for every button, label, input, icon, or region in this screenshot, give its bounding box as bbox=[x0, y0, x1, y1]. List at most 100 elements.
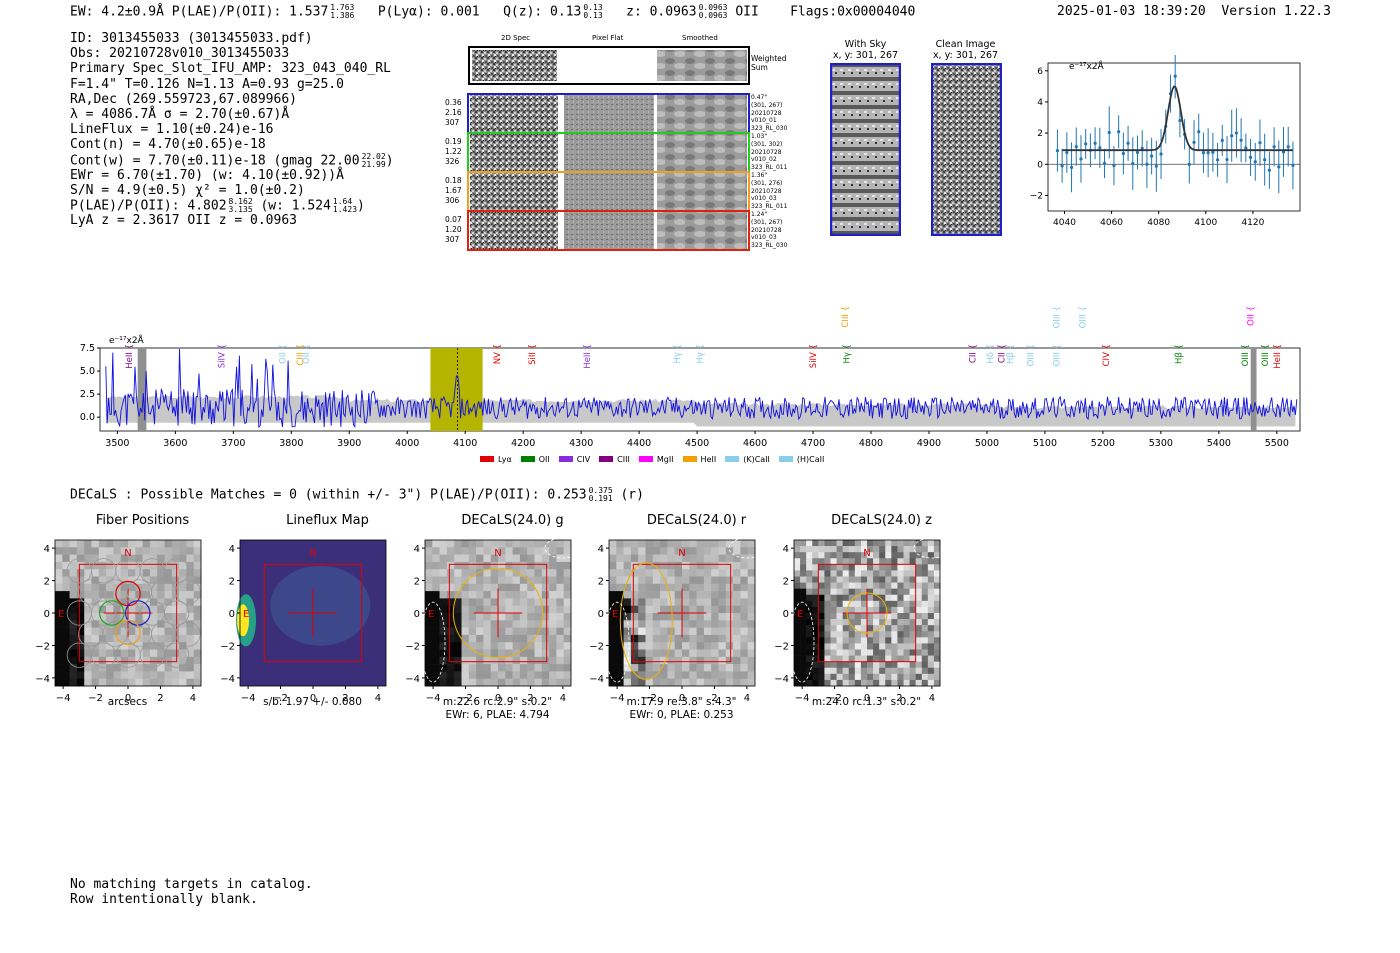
panel-ytick-label: 4 bbox=[229, 544, 235, 555]
cutout-row-right-label: 1.24" (301, 267) 20210728 v010_03 323_RL_030 bbox=[751, 211, 787, 250]
cutout-left-value: 2.16 bbox=[445, 108, 462, 118]
zoom-point bbox=[1244, 146, 1247, 149]
zoom-point bbox=[1061, 164, 1064, 167]
spectrum-ytick-label: 7.5 bbox=[80, 343, 95, 354]
spectrum-xtick-label: 3500 bbox=[105, 438, 129, 449]
legend-item: (H)CaII bbox=[779, 455, 824, 464]
spectrum-ytick-label: 0.0 bbox=[80, 412, 95, 423]
spectrum-xtick-label: 3700 bbox=[221, 438, 245, 449]
spectrum-xtick-label: 4000 bbox=[395, 438, 419, 449]
zoom-point bbox=[1207, 151, 1210, 154]
legend-label: HeII bbox=[701, 455, 717, 464]
cutout-row-left-label: 0.36 2.16 307 bbox=[445, 98, 462, 128]
spectrum-xtick-label: 3900 bbox=[337, 438, 361, 449]
image-panel: DECaLS(24.0) r N E 4 2 0 −2 −4 −4 −2 0 2 4 m:17.9 re:… bbox=[584, 512, 769, 727]
zoom-point bbox=[1240, 139, 1243, 142]
zoom-point bbox=[1108, 131, 1111, 134]
cutout-right-value: (301, 267) bbox=[751, 219, 787, 227]
panel-title: DECaLS(24.0) r bbox=[604, 513, 789, 528]
spectrum-xtick-label: 5100 bbox=[1033, 438, 1057, 449]
cutout-row bbox=[468, 133, 749, 172]
zoom-point bbox=[1235, 131, 1238, 134]
cutout-left-value: 307 bbox=[445, 235, 462, 245]
spectrum-legend: Lyα OII CIV CIII MgII HeII (K)CaII (H)CaII bbox=[480, 447, 833, 466]
header-datetime: 2025-01-03 18:39:20 bbox=[1057, 4, 1206, 19]
panel-title: DECaLS(24.0) z bbox=[789, 513, 974, 528]
header-z-range: 0.0963 0.0963 bbox=[699, 4, 728, 20]
header-z: z: 0.0963 bbox=[626, 5, 696, 20]
cutout-right-value: (301, 276) bbox=[751, 180, 787, 188]
zoom-point bbox=[1287, 145, 1290, 148]
panel-east-label: E bbox=[243, 609, 249, 620]
spectrum-xtick-label: 5300 bbox=[1149, 438, 1173, 449]
zoom-point bbox=[1155, 165, 1158, 168]
panel-caption: m:24.0 rc:1.3" s:0.2" bbox=[784, 696, 949, 708]
legend-label: CIII bbox=[617, 455, 630, 464]
panel-ytick-label: 0 bbox=[44, 609, 50, 620]
cutout-left-value: 0.19 bbox=[445, 137, 462, 147]
panel-north-label: N bbox=[309, 548, 316, 559]
spectrum-xtick-label: 5200 bbox=[1091, 438, 1115, 449]
panel-ytick-label: −4 bbox=[35, 674, 50, 685]
info-contn: Cont(n) = 4.70(±0.65)e-18 bbox=[70, 137, 394, 152]
cutout-row-right-label: 0.47" (301, 267) 20210728 v010_01 323_RL_030 bbox=[751, 94, 787, 133]
panel-north-label: N bbox=[863, 548, 870, 559]
panel-caption: m:17.9 re:3.8" s:4.3" bbox=[599, 696, 764, 708]
header-ew-plae: EW: 4.2±0.9Å P(LAE)/P(OII): 1.537 bbox=[70, 5, 328, 20]
info-sn: S/N = 4.9(±0.5) χ² = 1.0(±0.2) bbox=[70, 183, 394, 198]
spectrum-line-label: OII { bbox=[279, 344, 289, 364]
cutout-left-value: 0.07 bbox=[445, 215, 462, 225]
panel-ytick-label: 0 bbox=[783, 609, 789, 620]
panel-ytick-label: 0 bbox=[229, 609, 235, 620]
info-fparams: F=1.4" T=0.126 N=1.13 A=0.93 g=25.0 bbox=[70, 77, 394, 92]
zoom-point bbox=[1145, 163, 1148, 166]
cutout-left-value: 0.18 bbox=[445, 176, 462, 186]
legend-item: HeII bbox=[683, 455, 717, 464]
cutout-row bbox=[468, 211, 749, 250]
image-panel: Fiber Positions N E 4 2 0 −2 −4 −4 −2 0 2 4 arcsecs bbox=[30, 512, 215, 727]
info-plae-row: P(LAE)/P(OII): 4.802 8.162 3.135 (w: 1.524… bbox=[70, 198, 394, 213]
legend-swatch bbox=[559, 456, 573, 462]
spectrum-svg: 7.5 5.0 2.5 0.0 3500 3600 3700 3800 3900 4000 4100… bbox=[60, 278, 1320, 468]
spectrum-line-label: OIII { bbox=[1079, 306, 1089, 328]
full-spectrum: 7.5 5.0 2.5 0.0 3500 3600 3700 3800 3900 4000 4100… bbox=[60, 278, 1320, 468]
spectrum-line-label: OIII { bbox=[1053, 344, 1063, 366]
legend-label: OII bbox=[539, 455, 550, 464]
zoom-chart: 6 4 2 0 −2 4040 4060 4080 4100 4120 e⁻¹⁷x2Å bbox=[1028, 55, 1348, 235]
info-gmag-range: 22.02 21.99 bbox=[362, 153, 386, 169]
spectrum-line-label: Hγ { bbox=[673, 344, 683, 364]
cutout-row-left-label: 0.07 1.20 307 bbox=[445, 215, 462, 245]
zoom-point bbox=[1103, 162, 1106, 165]
zoom-point bbox=[1075, 145, 1078, 148]
weighted-sum-row bbox=[469, 47, 749, 84]
panel-ytick-label: −4 bbox=[220, 674, 235, 685]
zoom-xtick-label: 4040 bbox=[1053, 218, 1076, 228]
panel-image: N E 4 2 0 −2 −4 −4 −2 0 2 4 bbox=[400, 530, 585, 710]
spectrum-line-label: Hβ { bbox=[1006, 344, 1016, 364]
cutout-left-value: 0.36 bbox=[445, 98, 462, 108]
legend-swatch bbox=[725, 456, 739, 462]
header-plae-range: 1.763 1.386 bbox=[330, 4, 354, 20]
with-sky-coords: x, y: 301, 267 bbox=[818, 50, 913, 61]
info-radec: RA,Dec (269.559723,67.089966) bbox=[70, 92, 394, 107]
spectrum-line-label: NV { bbox=[493, 344, 503, 364]
zoom-point bbox=[1056, 149, 1059, 152]
zoom-point bbox=[1202, 151, 1205, 154]
cutout-row bbox=[468, 94, 749, 133]
spectrum-xtick-label: 4900 bbox=[917, 438, 941, 449]
spectrum-line-label: SiIV { bbox=[218, 344, 228, 368]
info-block: ID: 3013455033 (3013455033.pdf) Obs: 202… bbox=[70, 31, 394, 228]
info-lambda: λ = 4086.7Å σ = 2.70(±0.67)Å bbox=[70, 107, 394, 122]
panel-image: N E 4 2 0 −2 −4 −4 −2 0 2 4 bbox=[769, 530, 954, 710]
header-oii: OII bbox=[735, 5, 758, 20]
panel-ytick-label: −4 bbox=[774, 674, 789, 685]
zoom-point bbox=[1131, 162, 1134, 165]
panel-ytick-label: 0 bbox=[414, 609, 420, 620]
legend-item: MgII bbox=[639, 455, 674, 464]
image-panel: Lineflux Map N E 4 2 0 −2 −4 −4 −2 0 2 4 s/b: 1.97 +/… bbox=[215, 512, 400, 727]
legend-swatch bbox=[683, 456, 697, 462]
cutout-grid-svg bbox=[445, 33, 785, 258]
panel-ytick-label: 2 bbox=[414, 577, 420, 588]
zoom-point bbox=[1221, 139, 1224, 142]
spectrum-line-label: HeII { bbox=[125, 344, 135, 369]
